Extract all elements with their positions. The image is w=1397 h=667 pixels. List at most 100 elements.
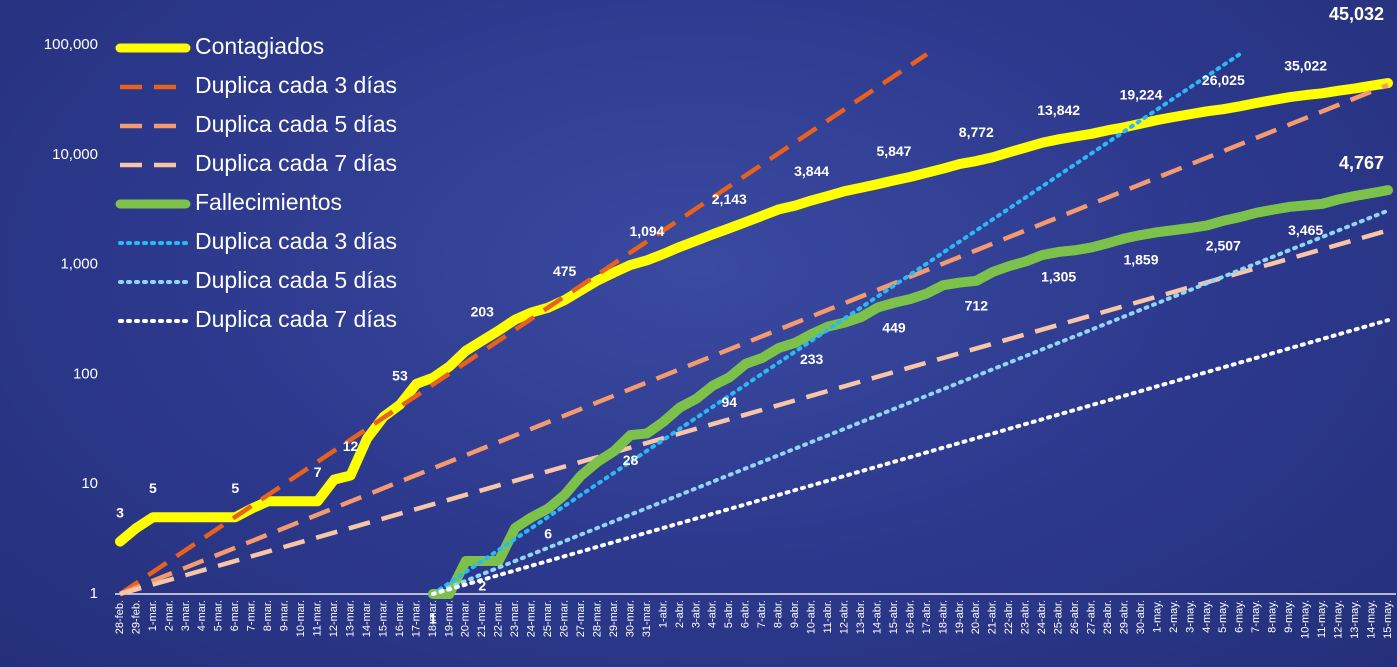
x-tick-label: 14-mar. bbox=[361, 600, 373, 637]
x-tick-label: 1-mar. bbox=[147, 600, 159, 631]
data-label: 475 bbox=[553, 263, 577, 279]
x-tick-label: 29-mar. bbox=[608, 600, 620, 637]
x-tick-label: 26-abr. bbox=[1069, 600, 1081, 634]
x-tick-label: 16-mar. bbox=[394, 600, 406, 637]
data-label: 1 bbox=[429, 611, 437, 627]
x-tick-label: 2-abr. bbox=[674, 600, 686, 628]
y-tick-label: 1 bbox=[90, 585, 98, 602]
data-label: 19,224 bbox=[1120, 86, 1163, 102]
reference-line bbox=[430, 318, 1390, 596]
y-tick-label: 10,000 bbox=[52, 146, 98, 163]
y-tick-label: 100,000 bbox=[44, 36, 98, 53]
legend-label: Duplica cada 3 días bbox=[195, 228, 397, 254]
data-label: 94 bbox=[722, 394, 738, 410]
x-tick-label: 15-abr. bbox=[888, 600, 900, 634]
data-label: 5,847 bbox=[876, 143, 911, 159]
x-tick-label: 7-mar. bbox=[246, 600, 258, 631]
x-tick-label: 24-mar. bbox=[526, 600, 538, 637]
x-tick-label: 22-abr. bbox=[1003, 600, 1015, 634]
legend-label: Duplica cada 5 días bbox=[195, 111, 397, 137]
data-label: 3,844 bbox=[794, 163, 829, 179]
reference-line bbox=[119, 82, 1389, 597]
x-tick-label: 7-may. bbox=[1250, 600, 1262, 633]
x-tick-label: 28-mar. bbox=[591, 600, 603, 637]
x-tick-label: 9-mar. bbox=[279, 600, 291, 631]
x-tick-label: 17-abr. bbox=[921, 600, 933, 634]
data-label: 7 bbox=[314, 464, 322, 480]
y-tick-label: 1,000 bbox=[60, 256, 98, 273]
x-tick-label: 10-abr. bbox=[806, 600, 818, 634]
data-label: 2 bbox=[478, 578, 486, 594]
data-label: 2,507 bbox=[1206, 237, 1241, 253]
x-tick-label: 13-abr. bbox=[855, 600, 867, 634]
x-tick-label: 23-abr. bbox=[1020, 600, 1032, 634]
x-tick-label: 19-mar. bbox=[443, 600, 455, 637]
reference-line bbox=[118, 52, 929, 596]
x-tick-label: 5-mar. bbox=[213, 600, 225, 631]
data-label: 712 bbox=[965, 298, 989, 314]
series-line bbox=[427, 185, 1393, 599]
x-tick-label: 1-abr. bbox=[657, 600, 669, 628]
x-tick-label: 12-mar. bbox=[328, 600, 340, 637]
x-tick-label: 6-abr. bbox=[740, 600, 752, 628]
x-tick-label: 18-mar. bbox=[427, 600, 439, 637]
x-tick-label: 20-mar. bbox=[460, 600, 472, 637]
x-tick-label: 21-mar. bbox=[476, 600, 488, 637]
legend-label: Duplica cada 3 días bbox=[195, 72, 397, 98]
data-label: 53 bbox=[392, 367, 408, 383]
x-tick-label: 4-mar. bbox=[196, 600, 208, 631]
x-tick-label: 29-abr. bbox=[1118, 600, 1130, 634]
x-tick-label: 19-abr. bbox=[954, 600, 966, 634]
x-tick-label: 13-mar. bbox=[344, 600, 356, 637]
x-tick-label: 8-may. bbox=[1267, 600, 1279, 633]
data-label: 3 bbox=[116, 504, 124, 520]
x-tick-label: 6-mar. bbox=[229, 600, 241, 631]
legend-label: Fallecimientos bbox=[195, 189, 342, 215]
y-tick-label: 10 bbox=[81, 475, 98, 492]
x-tick-label: 28-abr. bbox=[1102, 600, 1114, 634]
x-tick-label: 20-abr. bbox=[970, 600, 982, 634]
data-label: 5 bbox=[149, 480, 157, 496]
data-label: 35,022 bbox=[1284, 58, 1327, 74]
x-tick-label: 18-abr. bbox=[937, 600, 949, 634]
series-line bbox=[115, 78, 1393, 547]
data-label: 1,094 bbox=[629, 223, 664, 239]
data-label: 45,032 bbox=[1329, 4, 1384, 24]
legend-label: Duplica cada 7 días bbox=[195, 150, 397, 176]
x-tick-label: 5-may. bbox=[1217, 600, 1229, 633]
x-tick-label: 14-may. bbox=[1365, 600, 1377, 639]
data-label: 1,859 bbox=[1123, 252, 1158, 268]
x-tick-label: 10-mar. bbox=[295, 600, 307, 637]
x-tick-label: 21-abr. bbox=[987, 600, 999, 634]
data-label: 233 bbox=[800, 351, 824, 367]
x-tick-label: 27-abr. bbox=[1085, 600, 1097, 634]
x-tick-label: 26-mar. bbox=[559, 600, 571, 637]
x-tick-label: 10-may. bbox=[1300, 600, 1312, 639]
x-tick-label: 1-may. bbox=[1151, 600, 1163, 633]
data-label: 2,143 bbox=[712, 191, 747, 207]
legend-label: Duplica cada 7 días bbox=[195, 306, 397, 332]
data-label: 3,465 bbox=[1288, 222, 1323, 238]
x-tick-label: 11-mar. bbox=[312, 600, 324, 636]
data-label: 6 bbox=[544, 525, 552, 541]
x-tick-label: 15-mar. bbox=[377, 600, 389, 637]
x-tick-label: 13-may. bbox=[1349, 600, 1361, 639]
x-tick-label: 8-mar. bbox=[262, 600, 274, 631]
x-tick-label: 22-mar. bbox=[493, 600, 505, 637]
reference-line bbox=[430, 52, 1242, 596]
x-tick-label: 30-mar. bbox=[624, 600, 636, 637]
x-tick-label: 3-may. bbox=[1184, 600, 1196, 633]
data-label: 4,767 bbox=[1339, 153, 1384, 173]
x-tick-label: 25-mar. bbox=[542, 600, 554, 637]
x-tick-label: 17-mar. bbox=[410, 600, 422, 637]
x-tick-label: 28-feb. bbox=[114, 600, 126, 634]
y-tick-label: 100 bbox=[73, 365, 98, 382]
x-tick-label: 9-abr. bbox=[789, 600, 801, 628]
x-tick-label: 15-may. bbox=[1382, 600, 1394, 639]
x-tick-label: 16-abr. bbox=[904, 600, 916, 634]
x-tick-label: 27-mar. bbox=[575, 600, 587, 637]
data-label: 8,772 bbox=[959, 124, 994, 140]
x-tick-label: 9-may. bbox=[1283, 600, 1295, 633]
data-label: 12 bbox=[343, 438, 359, 454]
